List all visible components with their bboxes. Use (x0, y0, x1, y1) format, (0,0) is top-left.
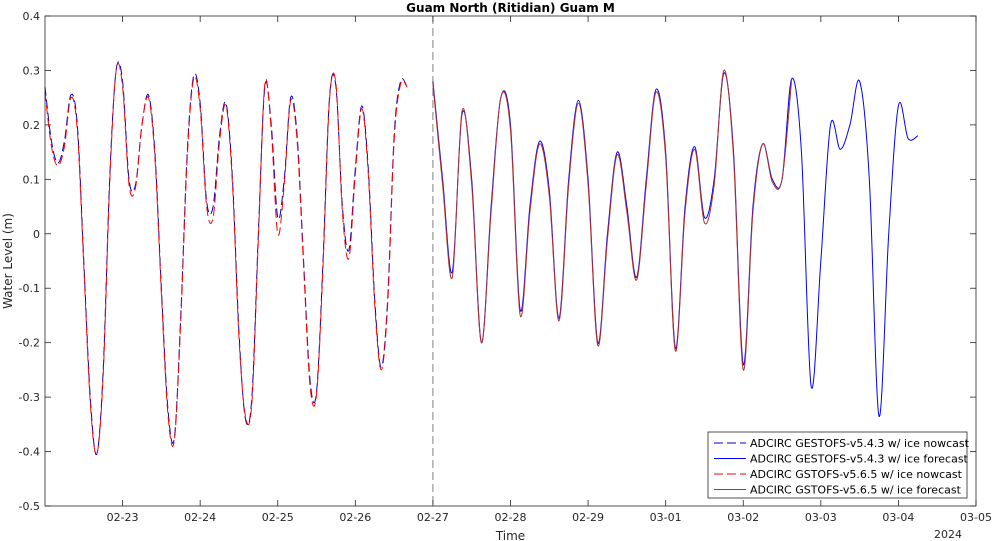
x-tick-label: 02-23 (107, 511, 139, 524)
series-line-3 (44, 62, 408, 456)
legend-label-1: ADCIRC GESTOFS-v5.4.3 w/ ice nowcast (750, 437, 970, 450)
tick-layer: -0.5 -0.4 -0.3 -0.2 -0.1 0 0.1 0.2 0.3 0.4 02-23 02… (19, 10, 992, 524)
legend-label-3: ADCIRC GSTOFS-v5.6.5 w/ ice nowcast (750, 468, 963, 481)
y-axis-title: Water Level (m) (1, 213, 15, 309)
chart-title: Guam North (Ritidian) Guam M (406, 1, 615, 15)
x-tick-label: 02-24 (184, 511, 216, 524)
series-layer (44, 61, 919, 456)
x-tick-label: 03-04 (882, 511, 914, 524)
x-tick-label: 03-01 (650, 511, 682, 524)
x-tick-label: 02-25 (262, 511, 294, 524)
legend-label-4: ADCIRC GSTOFS-v5.6.5 w/ ice forecast (750, 484, 962, 497)
x-tick-label: 03-02 (727, 511, 759, 524)
series-line-4 (432, 69, 793, 371)
y-tick-label: -0.5 (19, 500, 40, 513)
x-tick-label: 02-27 (417, 511, 449, 524)
x-tick-label: 02-29 (572, 511, 604, 524)
x-axis-title: Time (495, 529, 525, 541)
y-tick-label: 0.3 (23, 64, 41, 77)
legend-label-2: ADCIRC GESTOFS-v5.4.3 w/ ice forecast (750, 453, 969, 466)
x-tick-label: 03-05 (960, 511, 992, 524)
legend: ADCIRC GESTOFS-v5.4.3 w/ ice nowcast ADCI… (707, 431, 970, 499)
x-tick-label: 03-03 (805, 511, 837, 524)
x-tick-label: 02-26 (339, 511, 371, 524)
legend-box (707, 431, 968, 499)
y-tick-label: -0.4 (19, 446, 40, 459)
y-tick-label: 0.1 (23, 173, 41, 186)
y-tick-label: -0.2 (19, 337, 40, 350)
year-label: 2024 (934, 528, 962, 541)
y-tick-label: 0.2 (23, 119, 41, 132)
y-tick-label: -0.3 (19, 391, 40, 404)
x-tick-label: 02-28 (495, 511, 527, 524)
y-tick-label: 0.4 (23, 10, 41, 23)
y-tick-label: 0 (33, 228, 40, 241)
y-tick-label: -0.1 (19, 282, 40, 295)
